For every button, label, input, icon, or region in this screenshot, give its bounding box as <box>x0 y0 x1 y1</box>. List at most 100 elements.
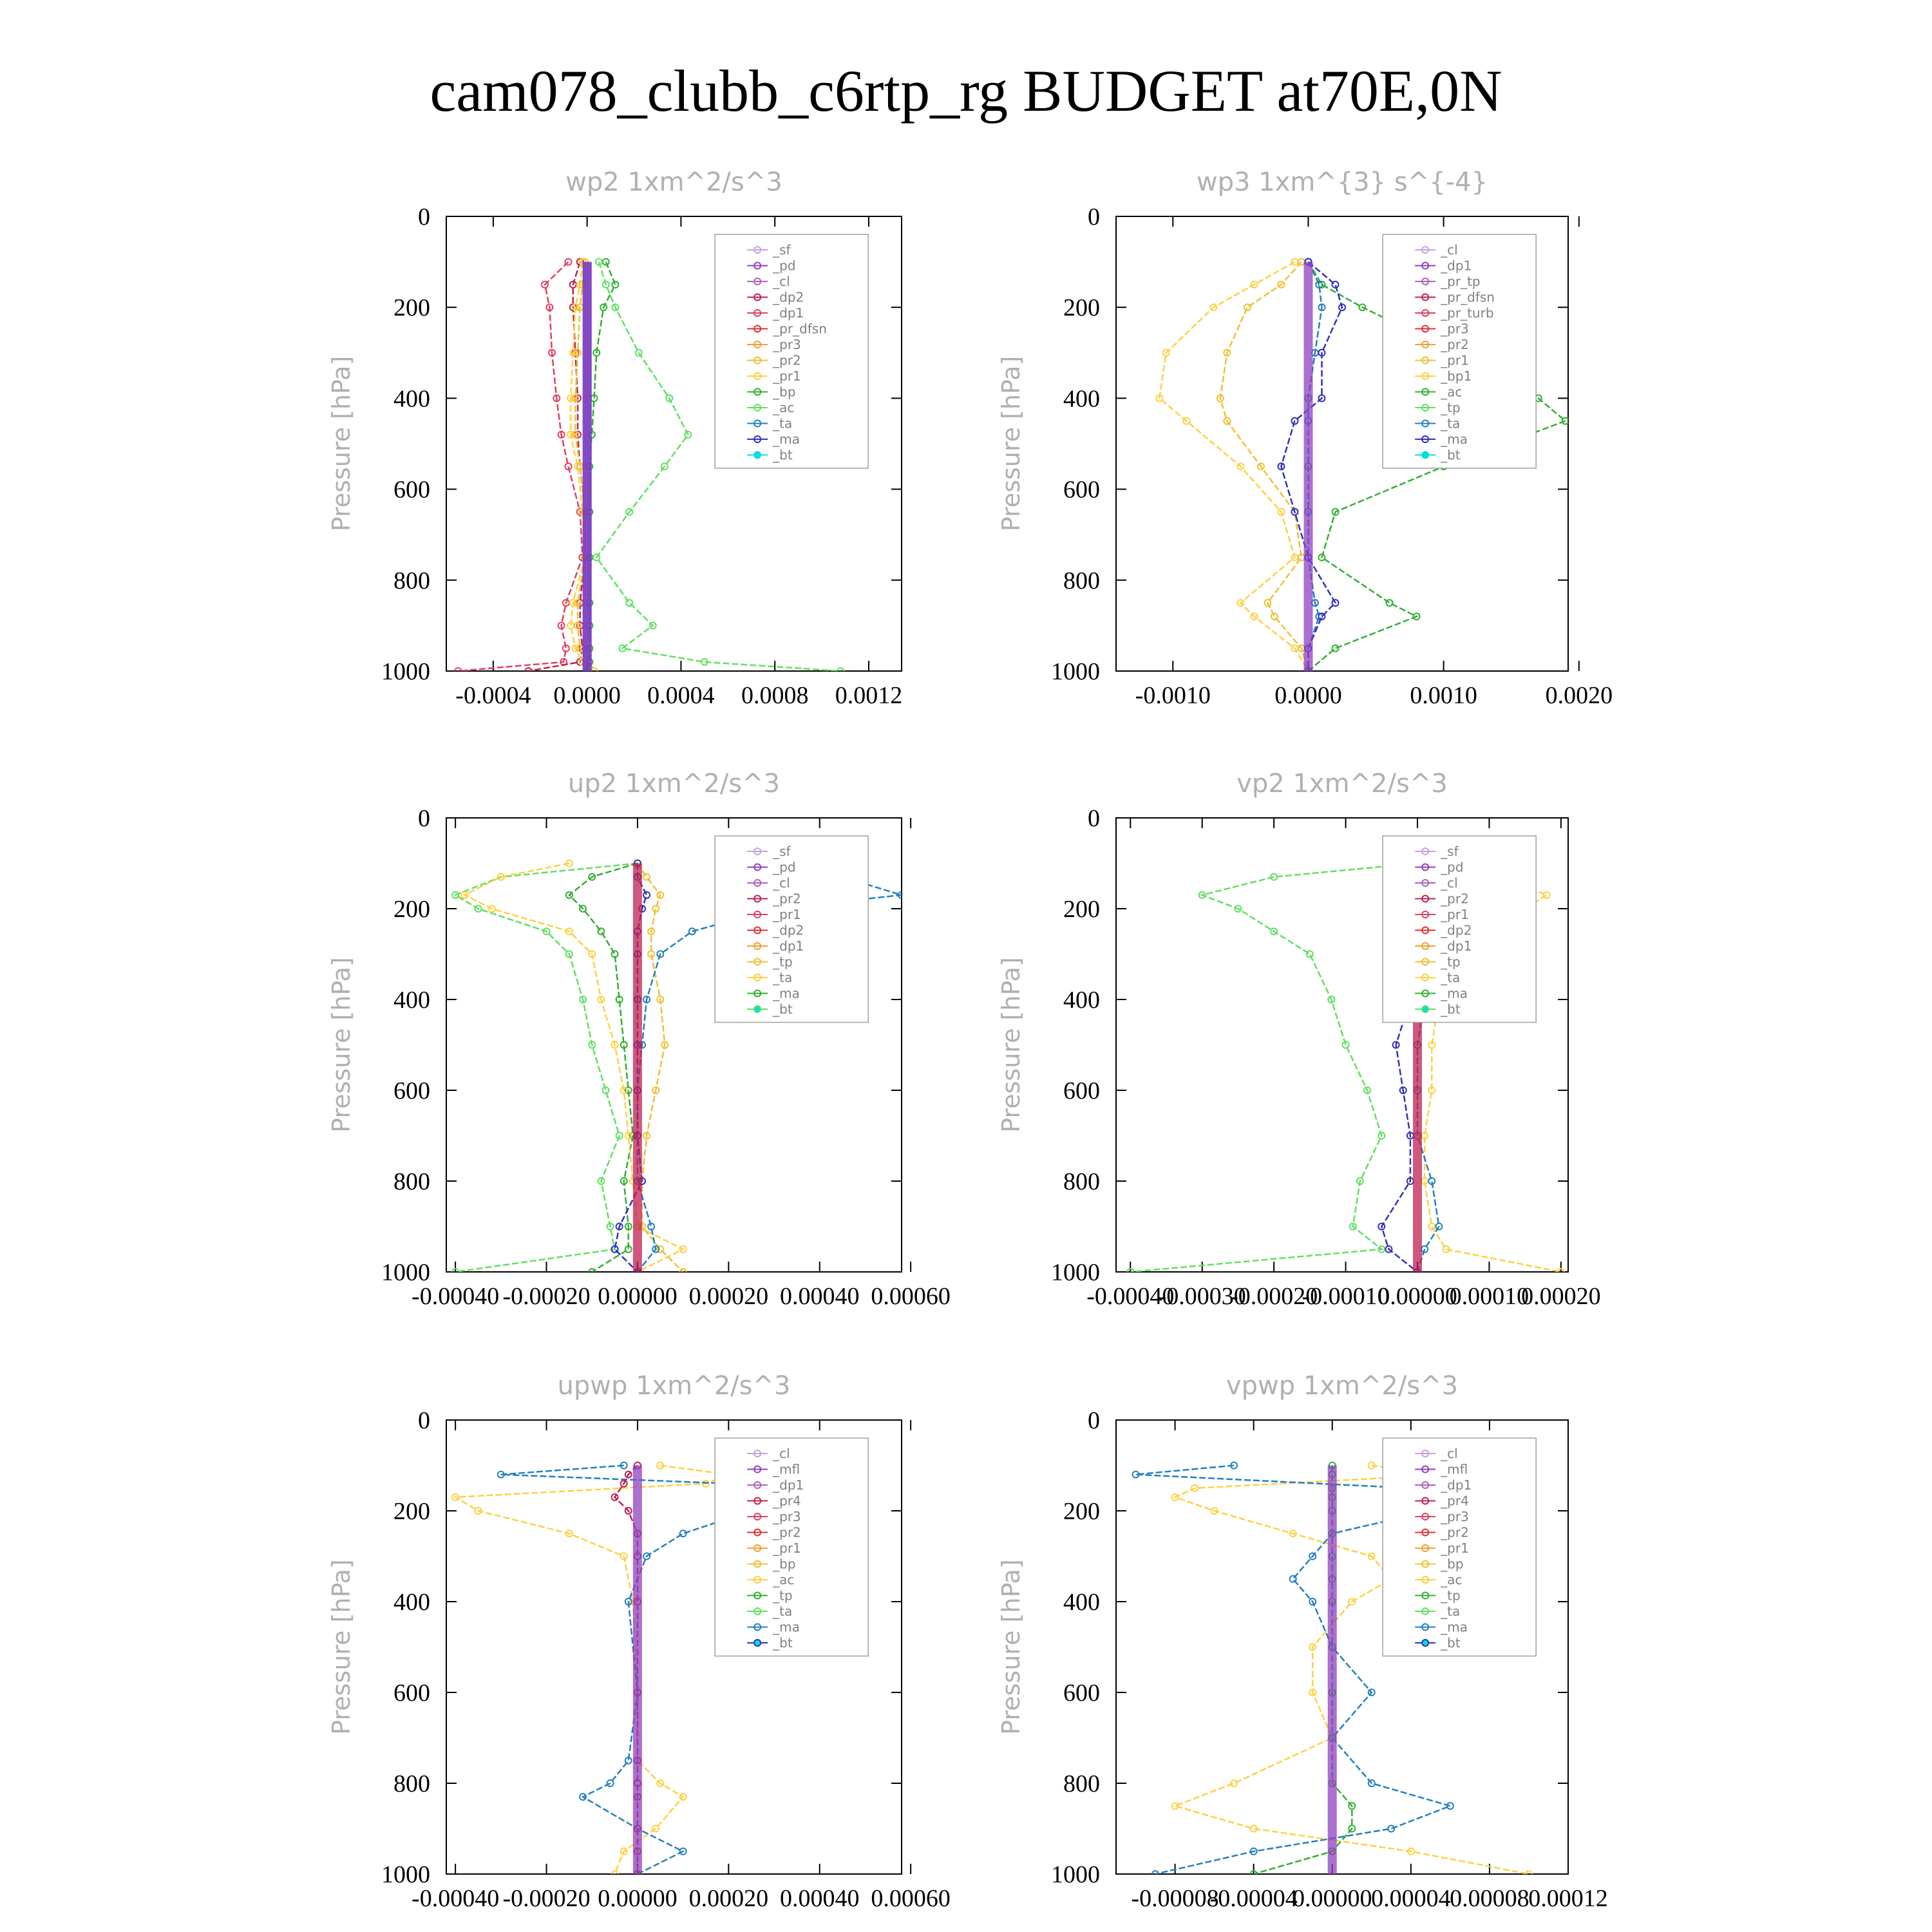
legend-marker <box>753 309 762 317</box>
legend-marker <box>1421 1481 1430 1489</box>
data-point <box>590 667 598 671</box>
y-tick-label: 600 <box>1063 1077 1100 1104</box>
plot-frame <box>1115 216 1569 672</box>
x-tick-label: -0.00008 <box>1131 1885 1218 1912</box>
data-point <box>571 348 580 357</box>
data-point <box>1209 303 1218 312</box>
series-line <box>1280 261 1343 671</box>
legend-marker <box>1421 863 1430 871</box>
legend-label: _pd <box>772 860 795 875</box>
legend-marker <box>1421 1639 1430 1647</box>
legend-marker <box>1421 372 1430 380</box>
y-tick-label: 400 <box>393 1589 430 1616</box>
data-point <box>643 891 651 899</box>
x-tick-label: 0.00000 <box>598 1885 677 1912</box>
data-point <box>488 905 496 913</box>
legend-label: _ma <box>772 986 800 1001</box>
legend-label: _mfl <box>1440 1462 1468 1477</box>
y-tick-label: 400 <box>1063 1589 1100 1616</box>
data-point <box>588 1041 596 1049</box>
data-point <box>620 1552 628 1560</box>
legend-label: _dp1 <box>772 1477 804 1493</box>
legend-marker <box>753 1513 762 1520</box>
data-point <box>647 950 656 958</box>
panel-title: up2 1xm^2/s^3 <box>568 769 780 799</box>
legend-marker <box>753 911 762 918</box>
data-point <box>592 348 601 357</box>
y-tick-label: 600 <box>1063 1680 1100 1707</box>
legend-marker <box>753 879 762 887</box>
data-point <box>1387 1824 1396 1833</box>
legend-marker <box>1421 1497 1430 1505</box>
data-point <box>571 430 580 439</box>
legend-marker <box>753 246 762 254</box>
y-tick-label: 800 <box>1063 1770 1100 1797</box>
legend-label: _dp1 <box>1440 258 1472 274</box>
legend-label: _cl <box>772 1446 790 1461</box>
legend-label: _pr3 <box>1440 1509 1469 1524</box>
data-point <box>1327 996 1336 1003</box>
data-point <box>1236 599 1245 607</box>
data-point <box>601 280 610 289</box>
legend-marker <box>753 848 762 855</box>
data-point <box>700 658 708 666</box>
data-point <box>660 462 668 471</box>
data-point <box>1428 1086 1436 1094</box>
y-tick-label: 600 <box>393 477 430 504</box>
x-tick-label: 0.0000 <box>553 682 621 709</box>
data-point <box>1349 1222 1357 1231</box>
data-point <box>620 1041 628 1049</box>
x-tick-label: -0.00020 <box>502 1283 590 1310</box>
legend-label: _sf <box>772 844 791 859</box>
plot-frame <box>1115 1419 1569 1875</box>
plot-frame <box>1115 817 1569 1273</box>
data-point <box>1318 280 1326 289</box>
data-point <box>611 303 620 312</box>
legend-label: _tp <box>1440 1588 1461 1604</box>
data-point <box>562 644 570 652</box>
x-tick-label: 0.0012 <box>835 682 903 709</box>
data-point <box>837 667 845 671</box>
data-point <box>594 258 603 266</box>
legend-marker <box>753 1560 762 1568</box>
data-point <box>1367 1461 1376 1470</box>
legend-label: _sf <box>1440 844 1459 859</box>
legend-label: _pr2 <box>1440 337 1469 352</box>
data-point <box>606 1222 614 1231</box>
data-point <box>1385 599 1394 607</box>
legend-marker <box>1421 1465 1430 1473</box>
legend-label: _dp1 <box>772 938 804 954</box>
legend-label: _pr2 <box>1440 891 1469 907</box>
legend-marker <box>1421 848 1430 855</box>
y-tick-label: 400 <box>1063 987 1100 1014</box>
legend-marker <box>1421 958 1430 966</box>
data-point <box>547 348 556 357</box>
legend-marker <box>1421 435 1430 443</box>
legend-label: _cl <box>772 875 790 891</box>
panel-title: upwp 1xm^2/s^3 <box>558 1371 791 1401</box>
legend-label: _dp1 <box>1440 1477 1472 1493</box>
legend-marker <box>1421 1450 1430 1457</box>
data-point <box>611 1245 619 1253</box>
legend-label: _dp1 <box>1440 938 1472 954</box>
data-point <box>588 1268 596 1272</box>
data-point <box>624 1756 632 1765</box>
y-tick-label: 1000 <box>1051 1259 1100 1286</box>
data-point <box>565 891 573 899</box>
data-point <box>1557 1268 1565 1272</box>
data-point <box>564 258 573 266</box>
data-point <box>1392 1041 1400 1049</box>
data-point <box>656 996 665 1003</box>
legend-marker <box>1421 341 1430 348</box>
legend-box <box>714 234 869 469</box>
data-point <box>597 927 605 936</box>
data-point <box>1243 303 1251 312</box>
legend-label: _ta <box>772 970 792 985</box>
legend-box <box>714 1437 869 1657</box>
legend-label: _pr3 <box>772 337 801 352</box>
panel-6: vpwp 1xm^2/s^3 Pressure [hPa] 0 200 400 600 80… <box>997 1371 1608 1912</box>
legend-marker <box>1421 325 1430 333</box>
x-tick-label: 0.0000 <box>1274 682 1342 709</box>
legend-marker <box>1421 1623 1430 1631</box>
x-tick-label: 0.00060 <box>871 1283 951 1310</box>
